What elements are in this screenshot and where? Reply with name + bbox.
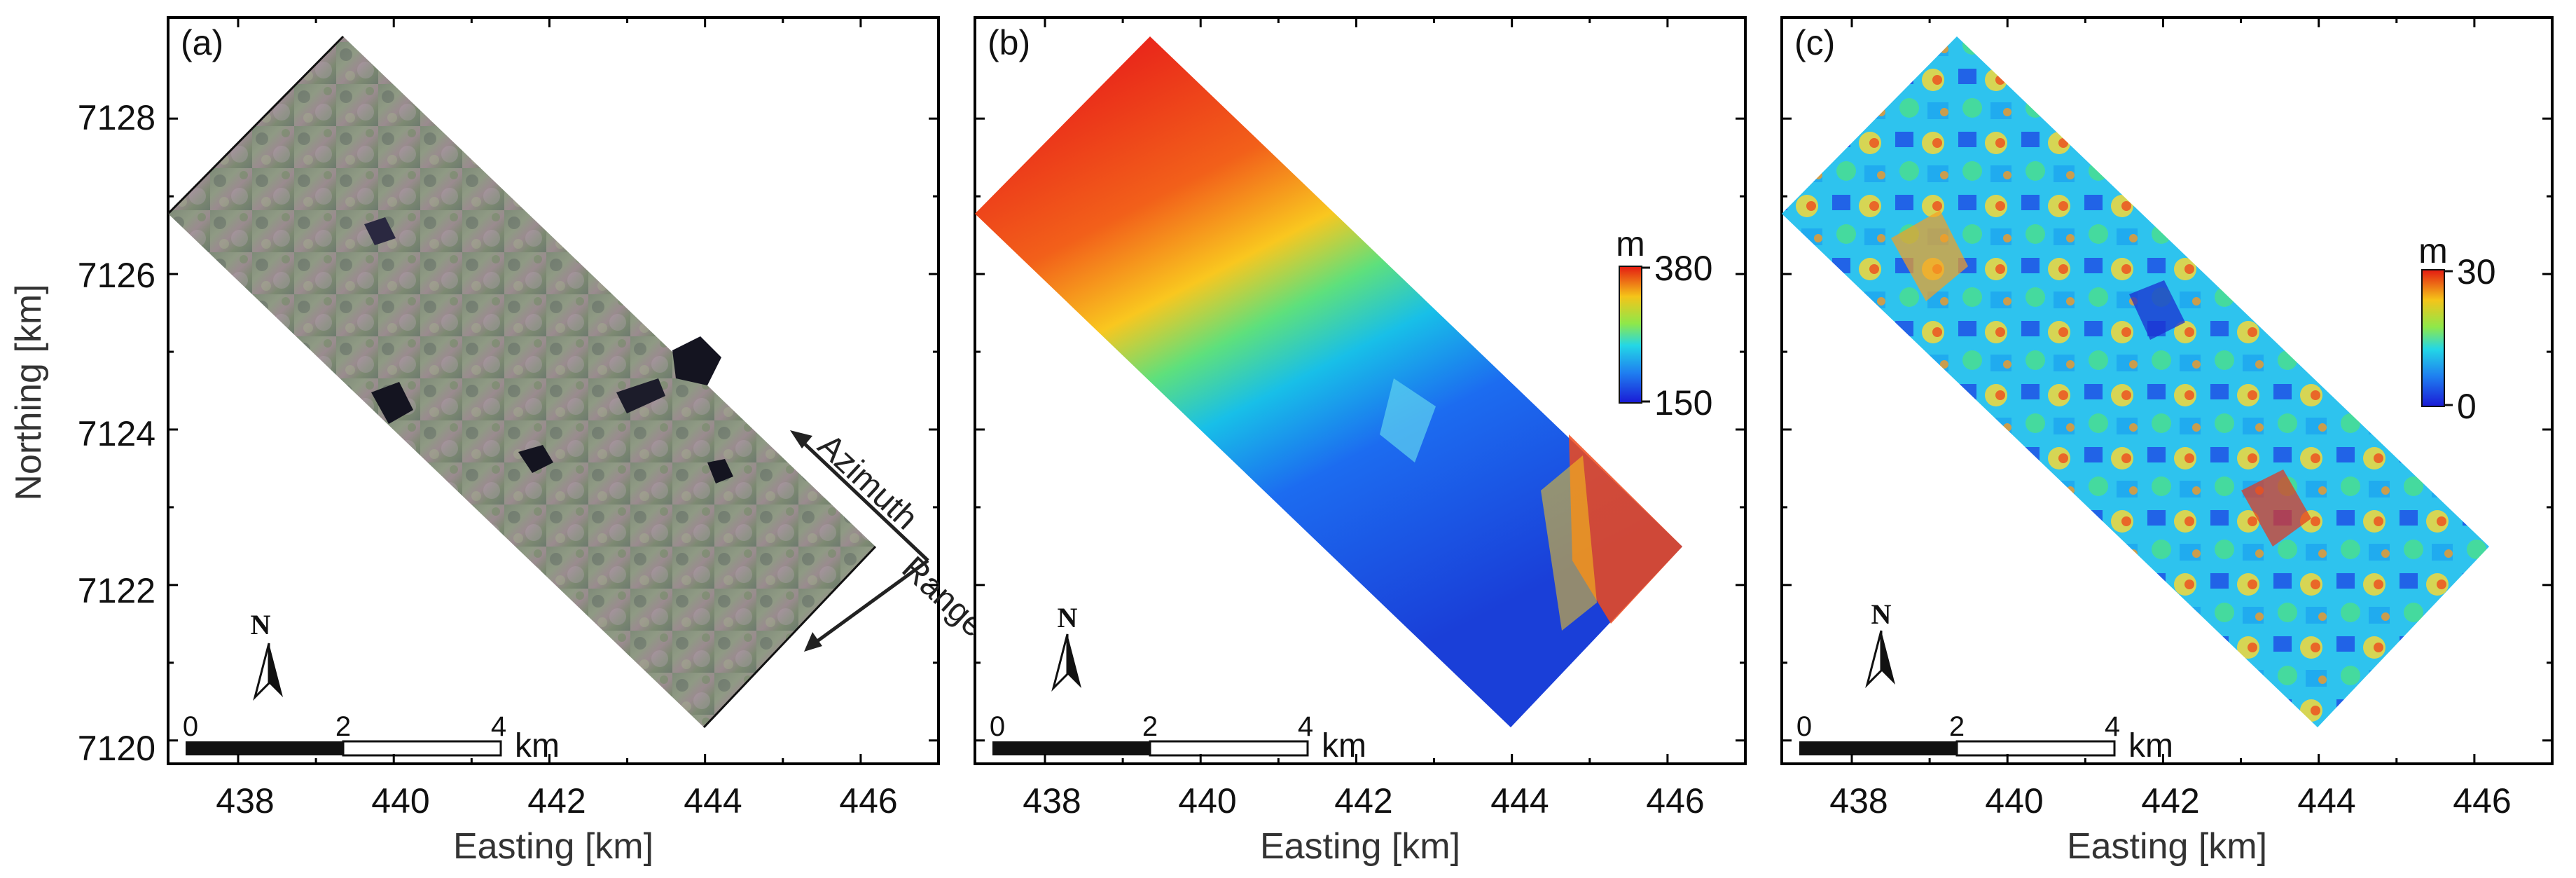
y-tick-label: 7128 [78, 98, 155, 137]
sar-edge [167, 35, 345, 215]
x-tick-label: 440 [1178, 781, 1236, 821]
panel-b: (b) m 380 150 N 0 2 4 km 438 440 442 [974, 16, 1747, 867]
x-tick-label: 446 [1646, 781, 1704, 821]
scale-unit: km [515, 727, 560, 764]
scale-bar-black [992, 741, 1150, 755]
north-arrow-icon [269, 643, 283, 697]
scale-bar: 0 2 4 km [990, 711, 1366, 764]
scale-label-2: 2 [1949, 711, 1965, 742]
north-label: N [251, 609, 271, 640]
colorbar-max: 30 [2457, 252, 2496, 291]
north-label: N [1058, 602, 1078, 633]
scale-bar-white [342, 740, 502, 757]
panel-c: (c) m 30 0 N 0 2 4 km 438 440 442 444 [1780, 16, 2554, 867]
north-arrow-icon [1067, 634, 1081, 688]
panel-label: (a) [181, 23, 223, 62]
north-arrow: N [251, 609, 283, 701]
x-tick-label: 444 [684, 781, 742, 821]
x-axis-title: Easting [km] [453, 826, 653, 867]
error-patch [1891, 210, 1968, 301]
colorbar-gradient [1619, 266, 1642, 404]
sar-edge-bottom [702, 545, 877, 729]
scale-label-4: 4 [2105, 711, 2120, 742]
x-tick-label: 440 [371, 781, 429, 821]
scale-label-0: 0 [990, 711, 1005, 742]
water-body [371, 382, 413, 424]
scale-label-0: 0 [183, 711, 198, 742]
panel-a: (a) Azimuth Range N 0 2 4 km 7128 [8, 16, 992, 867]
north-arrow: N [1051, 602, 1081, 692]
x-axis: 438 440 442 444 446 Easting [km] [1829, 781, 2511, 867]
scale-label-4: 4 [491, 711, 506, 742]
water-body [672, 336, 721, 385]
scale-bar-white [1149, 740, 1309, 757]
colorbar-b: m 380 150 [1616, 224, 1712, 423]
scale-bar-white [1955, 740, 2116, 757]
water-body [518, 445, 553, 473]
elevation-map [975, 36, 1682, 727]
x-tick-label: 446 [2453, 781, 2511, 821]
y-tick-label: 7122 [78, 571, 155, 610]
x-tick-label: 442 [1334, 781, 1392, 821]
scale-bar-black [1799, 741, 1957, 755]
elevation-feature [1380, 378, 1436, 462]
water-body [364, 217, 396, 245]
water-body [616, 378, 665, 413]
colorbar-unit: m [1616, 224, 1645, 263]
x-axis-title: Easting [km] [2067, 826, 2267, 867]
x-tick-label: 442 [527, 781, 586, 821]
north-label: N [1871, 598, 1892, 630]
elevation-high-zone [1569, 434, 1682, 624]
x-tick-label: 438 [1829, 781, 1888, 821]
sar-image [168, 36, 875, 727]
height-error-map [1782, 36, 2489, 727]
scale-bar: 0 2 4 km [1796, 711, 2173, 764]
colorbar-gradient [2421, 269, 2445, 407]
error-patch [2129, 280, 2185, 340]
colorbar-min: 0 [2457, 387, 2477, 426]
panel-label: (c) [1794, 23, 1835, 62]
y-axis: 7128 7126 7124 7122 7120 Northing [km] [8, 98, 155, 768]
y-tick-label: 7124 [78, 414, 155, 453]
scale-unit: km [1322, 727, 1366, 764]
y-tick-label: 7120 [78, 729, 155, 768]
colorbar-min: 150 [1654, 383, 1712, 423]
scale-label-2: 2 [1142, 711, 1158, 742]
y-axis-title: Northing [km] [8, 284, 49, 500]
x-axis-title: Easting [km] [1260, 826, 1460, 867]
colorbar-c: m 30 0 [2418, 231, 2495, 426]
x-tick-label: 440 [1985, 781, 2043, 821]
scale-label-0: 0 [1796, 711, 1812, 742]
colorbar-max: 380 [1654, 249, 1712, 288]
scale-bar: 0 2 4 km [183, 711, 560, 764]
north-arrow-icon [1881, 631, 1895, 685]
y-tick-label: 7126 [78, 256, 155, 295]
x-tick-label: 446 [839, 781, 897, 821]
error-patch [2241, 469, 2311, 547]
x-axis: 438 440 442 444 446 Easting [km] [1023, 781, 1704, 867]
water-body [707, 459, 733, 483]
scale-label-2: 2 [335, 711, 351, 742]
x-tick-label: 438 [216, 781, 274, 821]
x-tick-label: 442 [2141, 781, 2199, 821]
x-tick-label: 438 [1023, 781, 1081, 821]
elevation-mid-zone [1541, 455, 1597, 631]
scale-bar-black [186, 741, 343, 755]
scale-label-4: 4 [1298, 711, 1313, 742]
x-axis: 438 440 442 444 446 Easting [km] [216, 781, 897, 867]
panel-label: (b) [988, 23, 1030, 62]
scale-unit: km [2128, 727, 2173, 764]
x-tick-label: 444 [1490, 781, 1549, 821]
x-tick-label: 444 [2297, 781, 2355, 821]
tick-marks [168, 18, 2552, 764]
colorbar-unit: m [2418, 231, 2448, 270]
north-arrow: N [1865, 598, 1895, 688]
